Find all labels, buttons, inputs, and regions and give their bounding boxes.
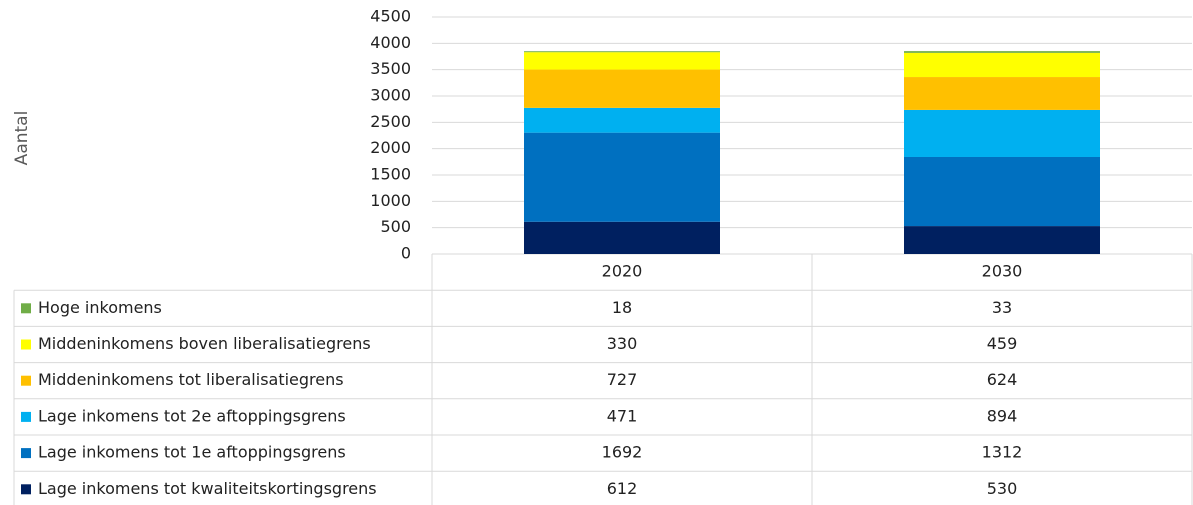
y-tick-label: 2500 (370, 112, 411, 131)
y-axis-label: Aantal (12, 111, 32, 166)
legend-label: Lage inkomens tot 1e aftoppingsgrens (38, 443, 346, 462)
table-value: 624 (987, 370, 1018, 389)
table-value: 18 (612, 298, 632, 317)
legend-key (21, 448, 31, 459)
bar-segment (524, 51, 720, 53)
y-tick-label: 1000 (370, 191, 411, 210)
y-tick-label: 0 (401, 244, 411, 263)
x-tick-label: 2030 (982, 262, 1023, 281)
table-value: 894 (987, 406, 1018, 425)
table-value: 1312 (982, 443, 1023, 462)
legend-key (21, 411, 31, 422)
table-value: 612 (607, 479, 638, 498)
table-value: 33 (992, 298, 1012, 317)
y-tick-label: 3000 (370, 86, 411, 105)
legend-label: Lage inkomens tot kwaliteitskortingsgren… (38, 479, 377, 498)
legend-label: Middeninkomens boven liberalisatiegrens (38, 334, 371, 353)
bar-segment (904, 77, 1100, 110)
legend-key (21, 375, 31, 386)
table-value: 330 (607, 334, 638, 353)
legend-key (21, 303, 31, 314)
bar-segment (524, 107, 720, 133)
legend-label: Lage inkomens tot 2e aftoppingsgrens (38, 406, 346, 425)
y-tick-label: 500 (380, 217, 411, 236)
y-tick-label: 1500 (370, 165, 411, 184)
y-tick-label: 4000 (370, 33, 411, 52)
table-value: 1692 (602, 443, 643, 462)
table-value: 471 (607, 406, 638, 425)
legend-label: Middeninkomens tot liberalisatiegrens (38, 370, 344, 389)
bar-segment (904, 156, 1100, 227)
bar-segment (524, 69, 720, 108)
bar-segment (904, 51, 1100, 53)
y-tick-label: 4500 (370, 7, 411, 26)
y-tick-label: 2000 (370, 138, 411, 157)
bar-segment (904, 226, 1100, 254)
bar-segment (904, 109, 1100, 157)
bar-segment (904, 52, 1100, 78)
table-value: 727 (607, 370, 638, 389)
table-value: 530 (987, 479, 1018, 498)
x-tick-label: 2020 (602, 262, 643, 281)
bar-segment (524, 52, 720, 70)
y-tick-label: 3500 (370, 59, 411, 78)
table-value: 459 (987, 334, 1018, 353)
bar-segment (524, 132, 720, 222)
legend-key (21, 339, 31, 350)
bar-segment (524, 221, 720, 254)
legend-key (21, 484, 31, 495)
legend-label: Hoge inkomens (38, 298, 162, 317)
